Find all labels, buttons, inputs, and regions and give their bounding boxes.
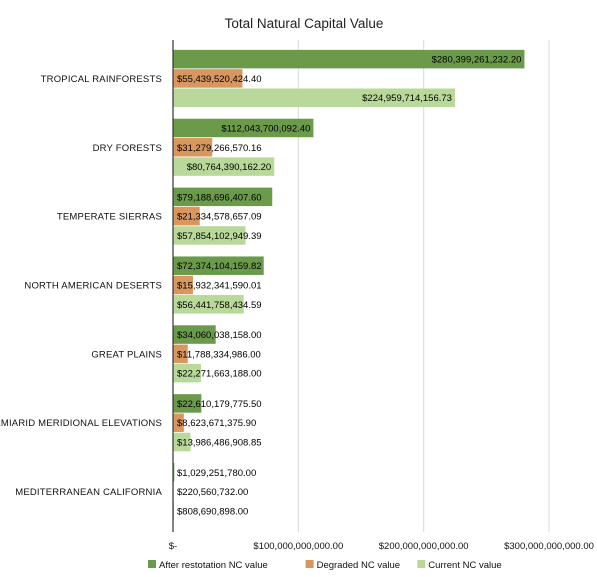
data-label-1-0: $112,043,700,092.40: [221, 123, 310, 134]
bar-5-0: [173, 394, 202, 413]
category-label-1: DRY FORESTS: [93, 143, 162, 154]
bar-2-1: [173, 206, 200, 226]
data-label-6-1: $220,560,732.00: [177, 487, 248, 498]
bar-4-2: [173, 363, 201, 383]
x-tick-label-0: $-: [169, 541, 177, 552]
data-label-6-2: $808,690,898.00: [177, 506, 248, 517]
bar-0-1: [173, 69, 243, 88]
data-label-5-1: $8,623,671,375.90: [177, 418, 256, 429]
bar-1-0: [173, 118, 314, 138]
bar-1-2: [173, 157, 275, 176]
category-labels: TROPICAL RAINFORESTS DRY FORESTS TEMPERATE…: [0, 74, 162, 498]
bar-0-2: [173, 88, 455, 107]
bar-2-0: [173, 187, 273, 207]
category-label-3: NORTH AMERICAN DESERTS: [24, 281, 162, 292]
bar-5-2: [173, 432, 191, 452]
bar-5-1: [173, 413, 184, 432]
data-label-0-2: $224,959,714,156.73: [362, 93, 452, 104]
category-label-4: GREAT PLAINS: [91, 349, 162, 360]
bar-4-1: [173, 344, 188, 364]
data-label-0-1: $55,439,520,424.40: [177, 74, 262, 85]
bar-0-0: [173, 49, 525, 69]
legend: After restotation NC value Degraded NC va…: [148, 560, 502, 571]
data-label-5-0: $22,610,179,775.50: [177, 399, 262, 410]
bar-1-1: [173, 138, 213, 157]
bar-6-0: [173, 463, 175, 482]
data-label-6-0: $1,029,251,780.00: [177, 468, 256, 479]
data-label-1-2: $80,764,390,162.20: [187, 162, 272, 173]
legend-swatch-0: [148, 560, 156, 568]
data-label-4-1: $11,788,334,986.00: [177, 349, 261, 360]
data-label-3-2: $56,441,758,434.59: [177, 300, 262, 311]
data-label-3-1: $15,932,341,590.01: [177, 281, 262, 292]
x-tick-label-2: $200,000,000,000.00: [379, 541, 469, 552]
data-label-5-2: $13,986,486,908.85: [177, 438, 262, 449]
data-label-0-0: $280,399,261,232.20: [432, 55, 522, 66]
legend-label-2: Current NC value: [428, 560, 501, 571]
bar-3-1: [173, 275, 193, 295]
data-label-2-2: $57,854,102,949.39: [177, 231, 262, 242]
data-label-2-0: $79,188,696,407.60: [177, 192, 262, 203]
data-label-4-0: $34,060,038,158.00: [177, 330, 262, 341]
x-tick-label-1: $100,000,000,000.00: [253, 541, 343, 552]
data-label-1-1: $31,279,266,570.16: [177, 143, 262, 154]
chart-title: Total Natural Capital Value: [225, 16, 384, 31]
bar-3-2: [173, 295, 244, 314]
category-label-2: TEMPERATE SIERRAS: [57, 212, 162, 223]
legend-swatch-2: [417, 560, 426, 568]
x-tick-labels: $- $100,000,000,000.00 $200,000,000,000.00…: [169, 541, 594, 552]
bar-3-0: [173, 256, 264, 275]
bars: $280,399,261,232.20 $55,439,520,424.40 $22…: [173, 49, 525, 521]
data-label-3-0: $72,374,104,159.82: [177, 261, 262, 272]
x-tick-label-3: $300,000,000,000.00: [504, 541, 594, 552]
bar-4-0: [173, 325, 216, 344]
legend-swatch-1: [305, 560, 314, 568]
grid-lines: [297, 40, 550, 532]
data-label-4-2: $22,271,663,188.00: [177, 369, 262, 380]
category-label-0: TROPICAL RAINFORESTS: [41, 74, 162, 85]
data-label-2-1: $21,334,578,657.09: [177, 212, 262, 223]
legend-label-0: After restotation NC value: [159, 560, 268, 571]
category-label-5: SEMIARID MERIDIONAL ELEVATIONS: [0, 418, 162, 429]
bar-2-2: [173, 226, 246, 245]
legend-label-1: Degraded NC value: [317, 560, 400, 571]
category-label-6: MEDITERRANEAN CALIFORNIA: [15, 487, 162, 498]
